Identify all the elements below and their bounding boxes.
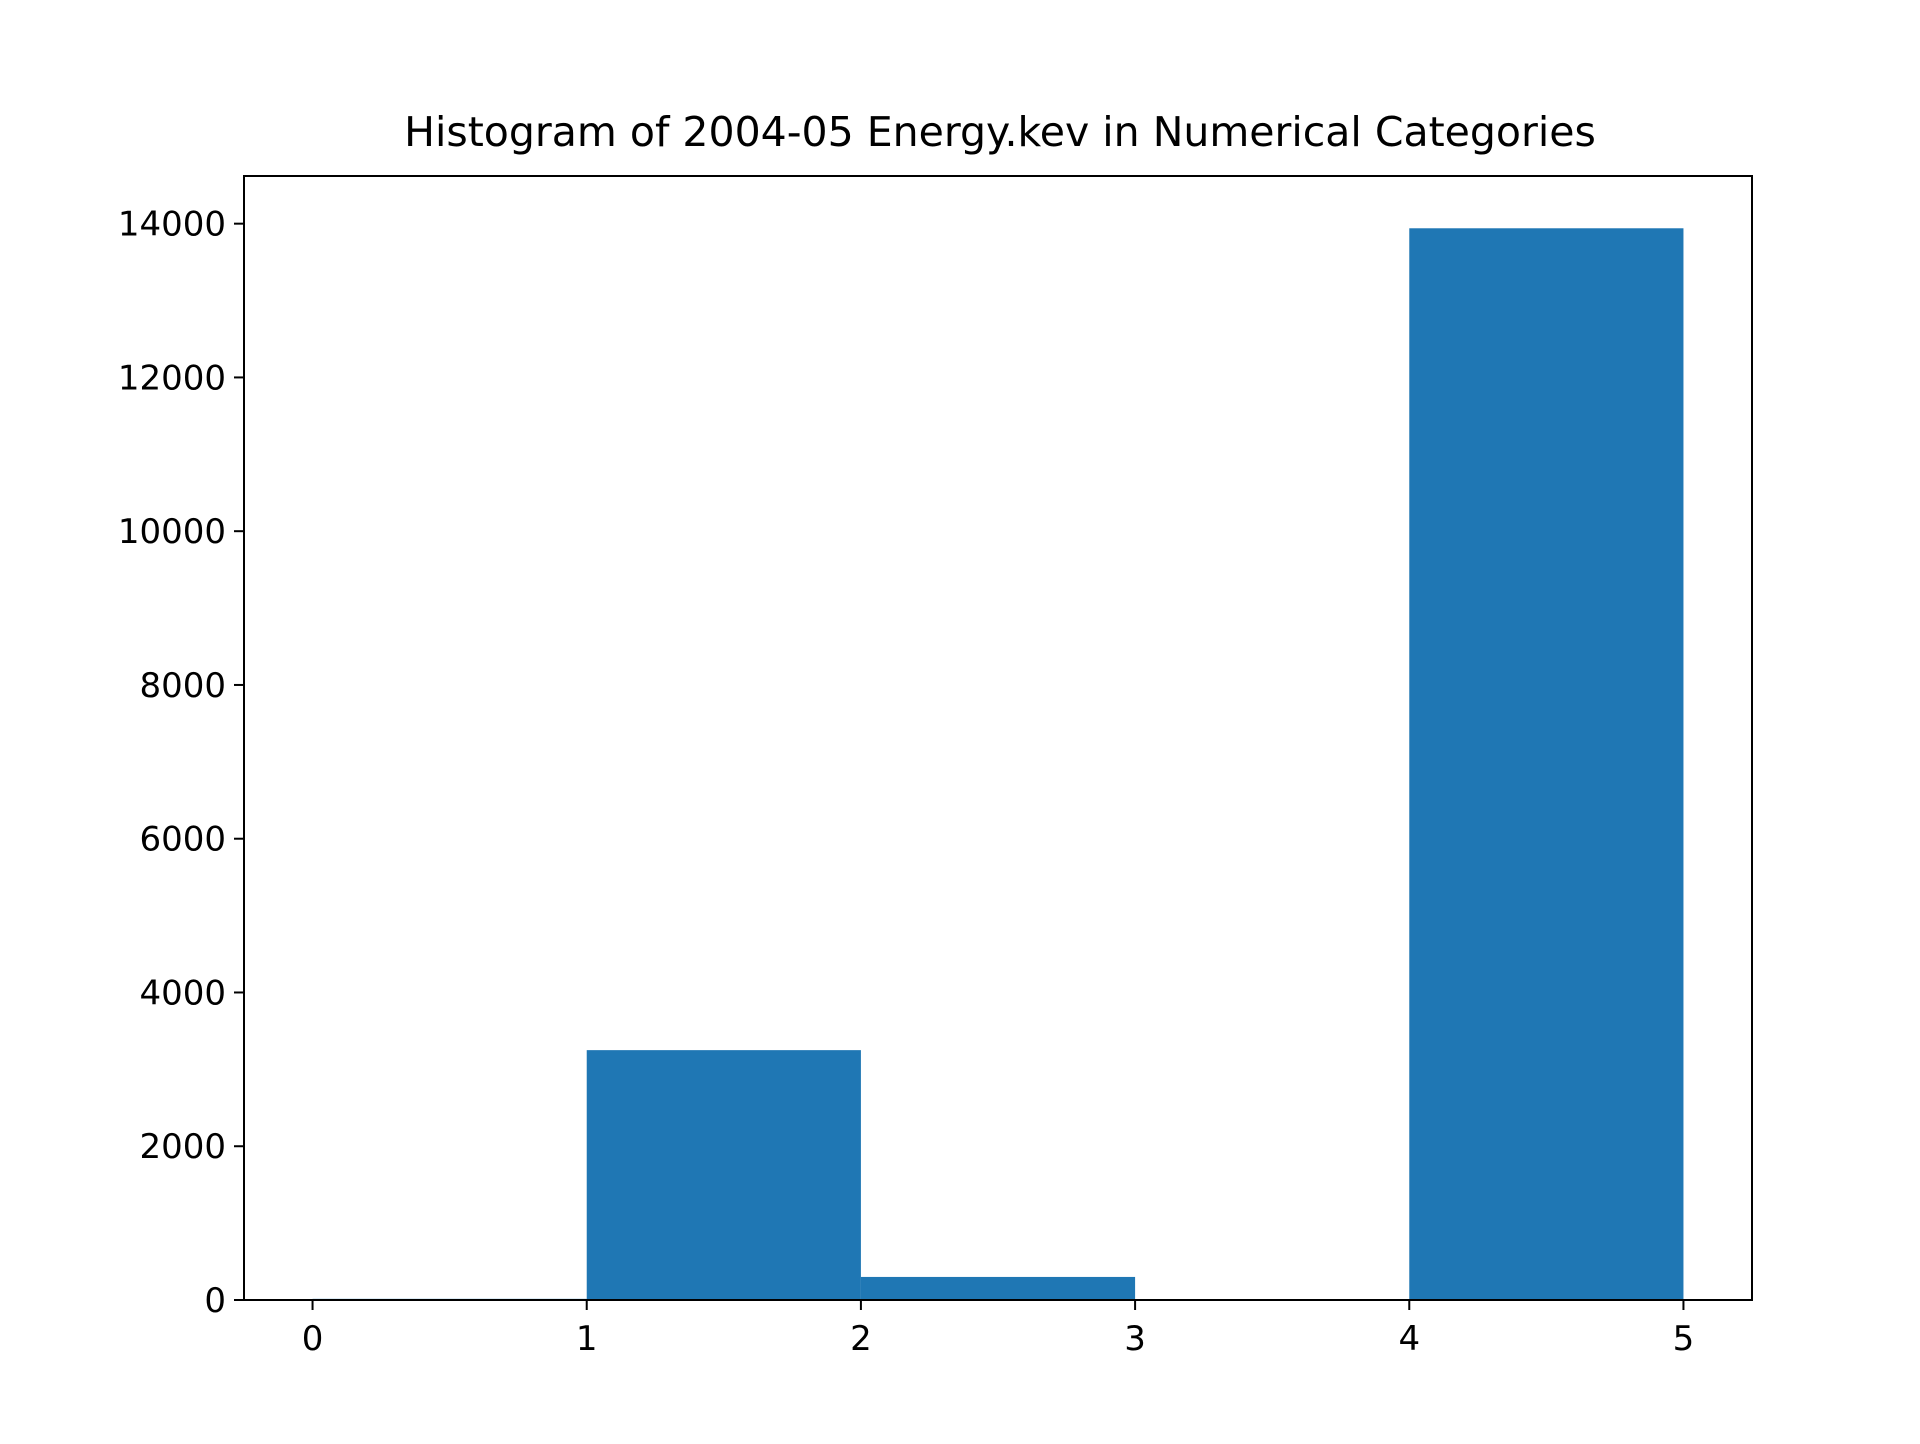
bars-group	[312, 228, 1684, 1301]
x-tick-label-0: 0	[302, 1319, 324, 1359]
histogram-bar-4	[1409, 228, 1684, 1301]
y-axis-ticks: 0 2000 4000 6000 8000 10000 12000 14000	[118, 205, 244, 1321]
plot-area-frame	[243, 175, 1753, 1301]
y-tick-label-2: 4000	[139, 973, 226, 1013]
x-tick-label-5: 5	[1673, 1319, 1695, 1359]
y-tick-label-7: 14000	[118, 205, 226, 245]
x-tick-label-4: 4	[1398, 1319, 1420, 1359]
x-tick-label-3: 3	[1124, 1319, 1146, 1359]
histogram-bar-2	[860, 1276, 1136, 1300]
y-tick-label-4: 8000	[139, 666, 226, 706]
y-tick-label-0: 0	[204, 1281, 226, 1321]
x-tick-label-1: 1	[576, 1319, 598, 1359]
x-axis-ticks: 0 1 2 3 4 5	[302, 1300, 1695, 1359]
y-tick-label-1: 2000	[139, 1127, 226, 1167]
x-tick-label-2: 2	[850, 1319, 872, 1359]
histogram-bar-1	[586, 1050, 861, 1300]
y-tick-label-6: 12000	[118, 358, 226, 398]
y-tick-label-3: 6000	[139, 820, 226, 860]
chart-title: Histogram of 2004-05 Energy.kev in Numer…	[404, 108, 1596, 156]
y-tick-label-5: 10000	[118, 512, 226, 552]
